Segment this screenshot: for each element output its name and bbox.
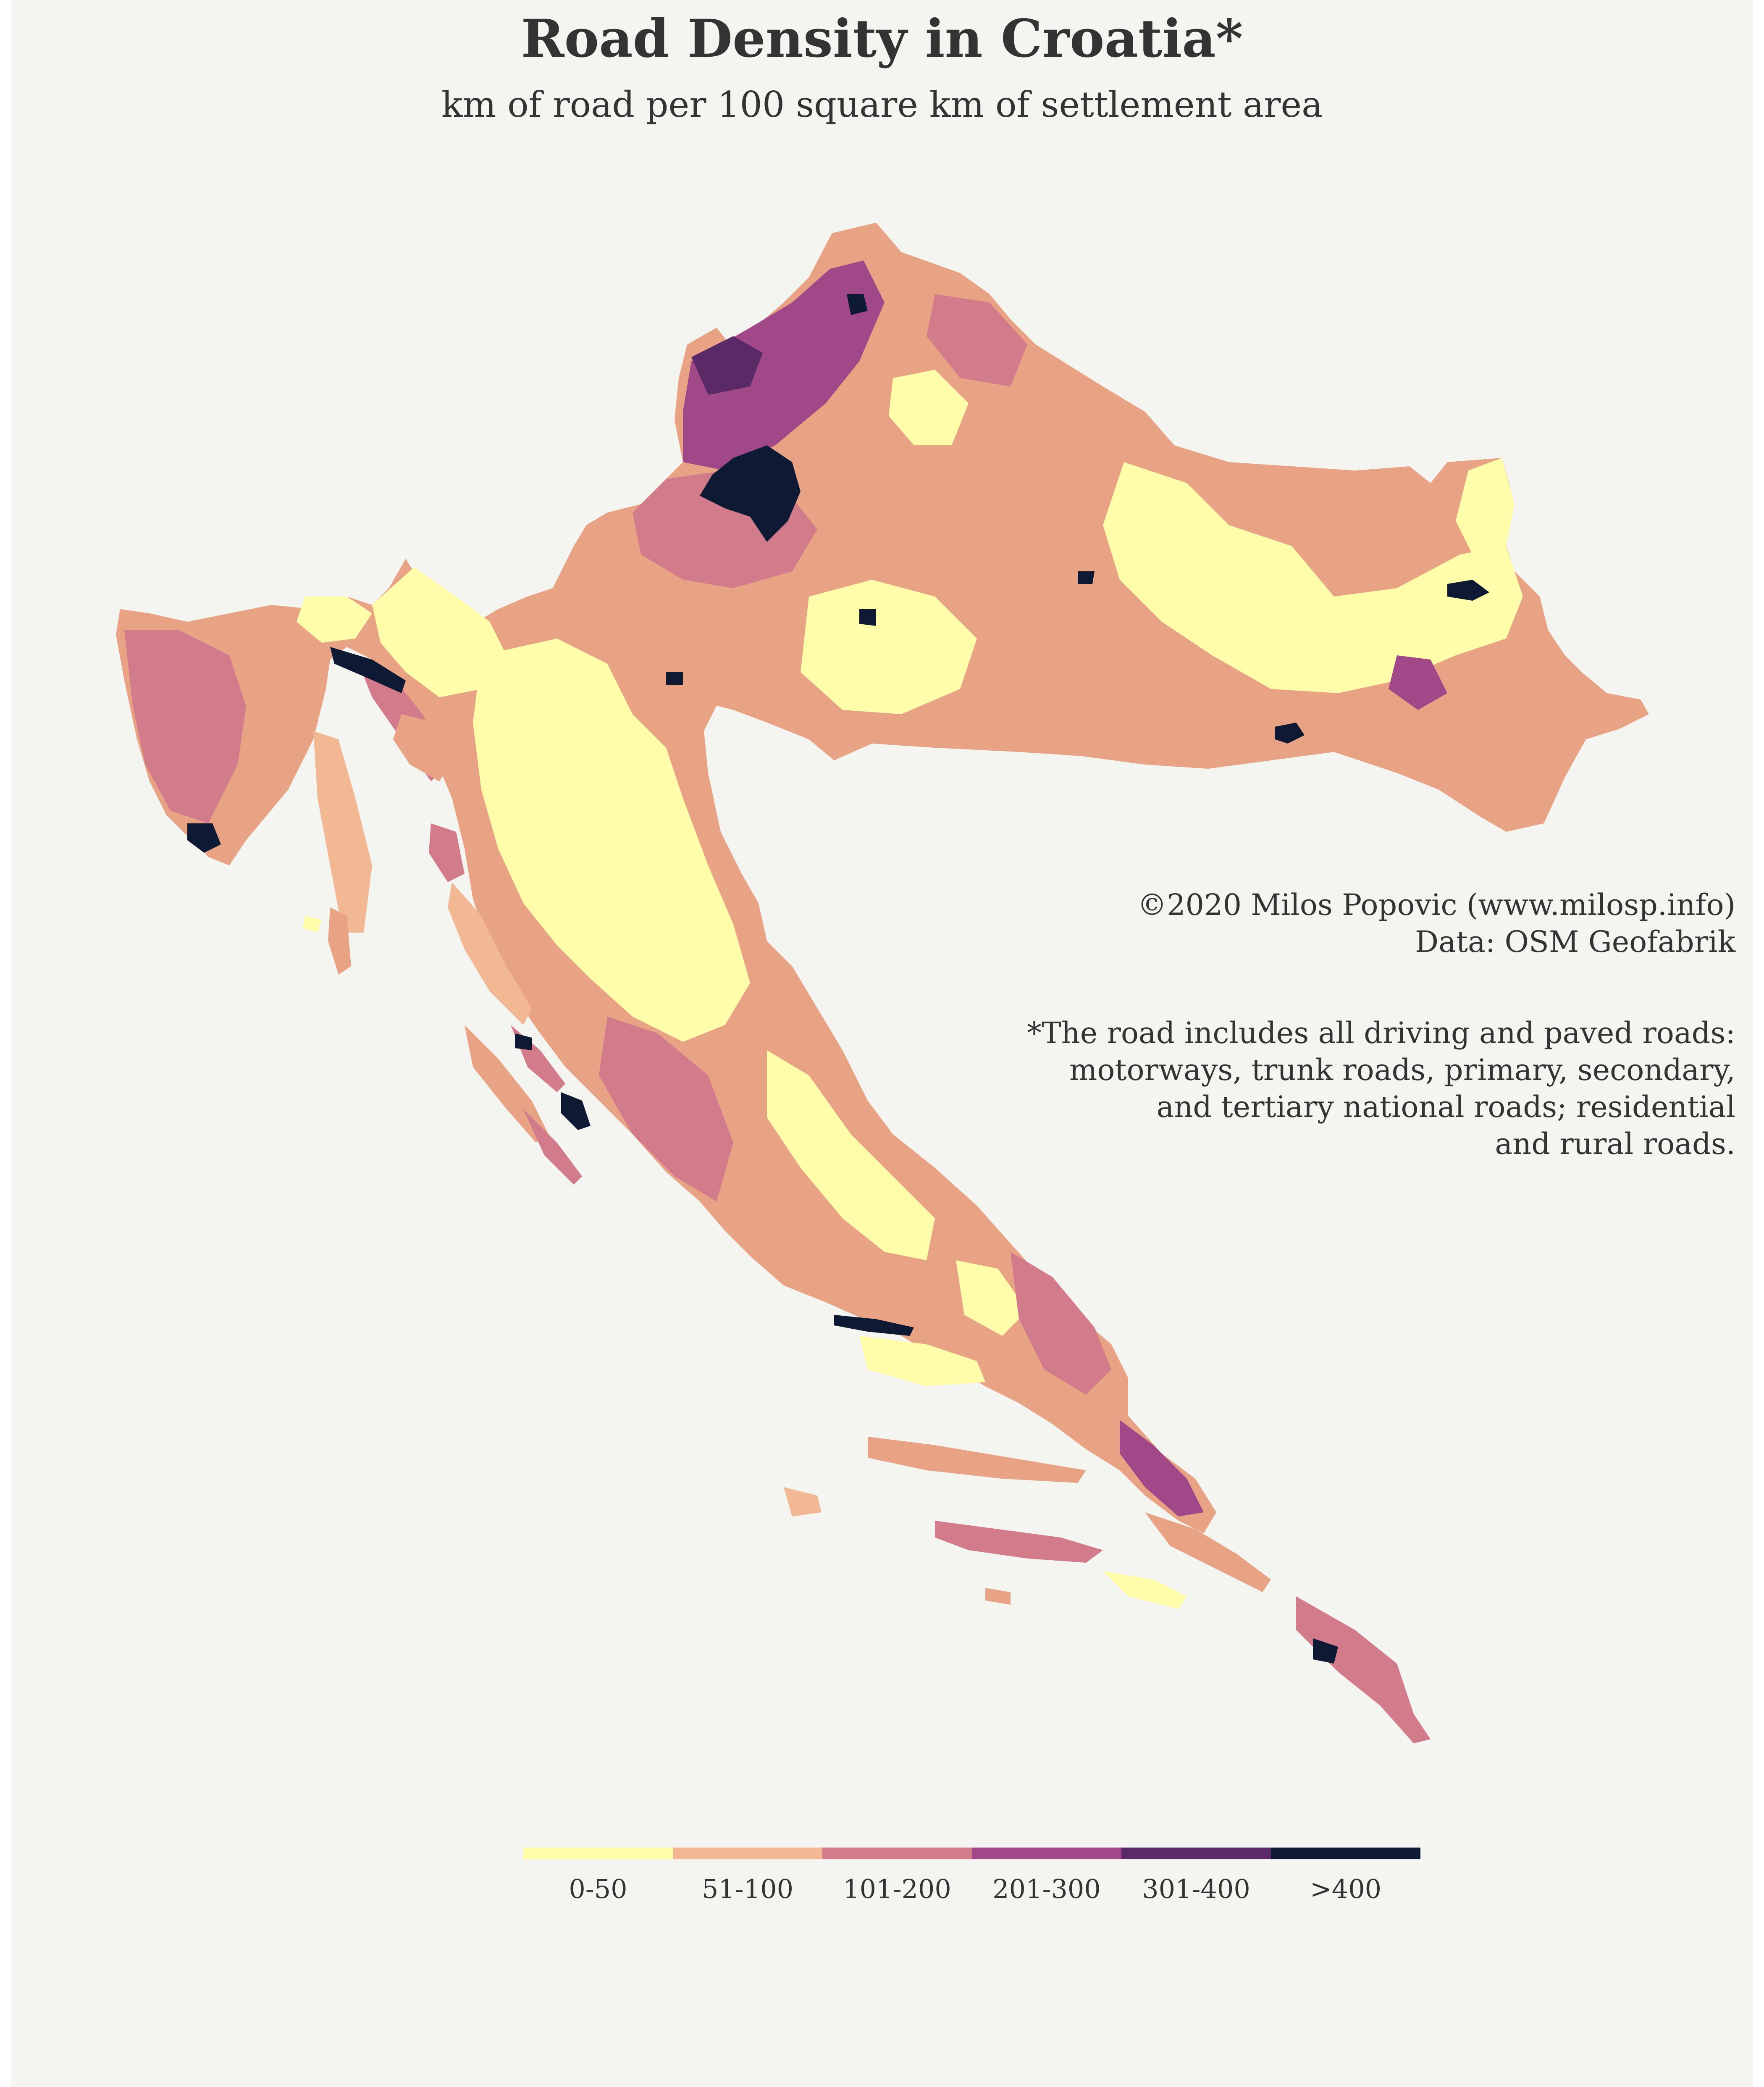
legend-label-201-300: 201-300 xyxy=(992,1874,1101,1904)
footnote-block: *The road includes all driving and paved… xyxy=(1027,1015,1735,1162)
island-mljet xyxy=(1103,1571,1187,1609)
island-korcula xyxy=(935,1521,1103,1563)
podravina-area xyxy=(927,294,1027,386)
credit-block: ©2020 Milos Popovic (www.milosp.info) Da… xyxy=(1137,886,1735,960)
croatia-map xyxy=(116,223,1649,1743)
split-hinterland xyxy=(599,1017,733,1201)
istria-north xyxy=(297,597,372,643)
srem-east xyxy=(1456,458,1515,555)
varazdin-area xyxy=(691,336,763,395)
map-canvas: Road Density in Croatia* km of road per … xyxy=(11,0,1753,2087)
island-susak xyxy=(303,916,322,933)
dubrovnik-tip xyxy=(1296,1596,1431,1743)
island-hvar xyxy=(868,1437,1086,1483)
credit-author: ©2020 Milos Popovic (www.milosp.info) xyxy=(1137,888,1735,922)
legend-swatch-101-200 xyxy=(822,1848,972,1859)
legend-swatch-301-400 xyxy=(1121,1848,1271,1859)
osijek-marker xyxy=(1447,580,1489,601)
legend-label-over-400: >400 xyxy=(1310,1874,1382,1904)
map-subtitle: km of road per 100 square km of settleme… xyxy=(441,84,1323,125)
vinkovci-area xyxy=(1389,655,1447,710)
legend-swatch-51-100 xyxy=(673,1848,822,1859)
island-losinj xyxy=(328,907,351,975)
dalmatian-hinterland xyxy=(767,1050,935,1260)
istria-west xyxy=(124,630,246,823)
city-areas xyxy=(187,294,1489,1664)
split-marker xyxy=(834,1315,914,1336)
island-krk xyxy=(393,714,456,781)
island-kornati xyxy=(523,1109,582,1185)
legend-label-301-400: 301-400 xyxy=(1142,1874,1250,1904)
island-vis xyxy=(784,1487,822,1517)
legend-label-0-50: 0-50 xyxy=(569,1874,627,1904)
footnote-line-3: and tertiary national roads; residential xyxy=(1156,1090,1735,1124)
neretva-area xyxy=(1011,1252,1111,1395)
gorski-kotar xyxy=(372,567,507,697)
low-density-areas xyxy=(297,370,1523,1336)
dubrovnik-coast xyxy=(1120,1420,1204,1517)
kutina-marker xyxy=(1078,571,1095,584)
zadar-marker xyxy=(561,1092,591,1130)
island-pag xyxy=(448,882,532,1025)
rijeka-marker xyxy=(330,647,406,693)
credit-source: Data: OSM Geofabrik xyxy=(1415,925,1735,959)
legend-label-51-100: 51-100 xyxy=(701,1874,794,1904)
banovina-area xyxy=(801,580,977,714)
sibenik-marker xyxy=(515,1033,532,1050)
zagorje-area xyxy=(683,260,885,470)
pula-marker xyxy=(187,823,221,853)
legend-swatch-0-50 xyxy=(523,1848,673,1859)
lika-highlands xyxy=(473,639,750,1042)
legend-swatch-over-400 xyxy=(1271,1848,1420,1859)
slavonski-brod-marker xyxy=(1275,723,1305,744)
legend-label-101-200: 101-200 xyxy=(843,1874,951,1904)
varazdin-marker xyxy=(847,294,868,315)
slavonia-fields xyxy=(1103,462,1523,693)
karlovac-marker xyxy=(666,672,683,685)
island-brac xyxy=(859,1336,985,1386)
islands xyxy=(303,714,1431,1743)
footnote-line-1: *The road includes all driving and paved… xyxy=(1026,1016,1735,1050)
island-lastovo xyxy=(985,1588,1011,1605)
legend-swatch-201-300 xyxy=(972,1848,1121,1859)
footnote-line-4: and rural roads. xyxy=(1495,1127,1735,1161)
map-title: Road Density in Croatia* xyxy=(521,8,1243,69)
dubrovnik-marker xyxy=(1313,1638,1338,1664)
dinara-pocket xyxy=(956,1260,1027,1336)
zagreb-marker xyxy=(700,445,801,542)
zagorje-pocket xyxy=(889,370,969,445)
island-cres xyxy=(313,731,372,933)
footnote-line-2: motorways, trunk roads, primary, seconda… xyxy=(1069,1053,1735,1087)
peljesac-peninsula xyxy=(1145,1512,1271,1592)
bjelovar-marker xyxy=(859,609,876,626)
island-rab xyxy=(429,823,465,882)
